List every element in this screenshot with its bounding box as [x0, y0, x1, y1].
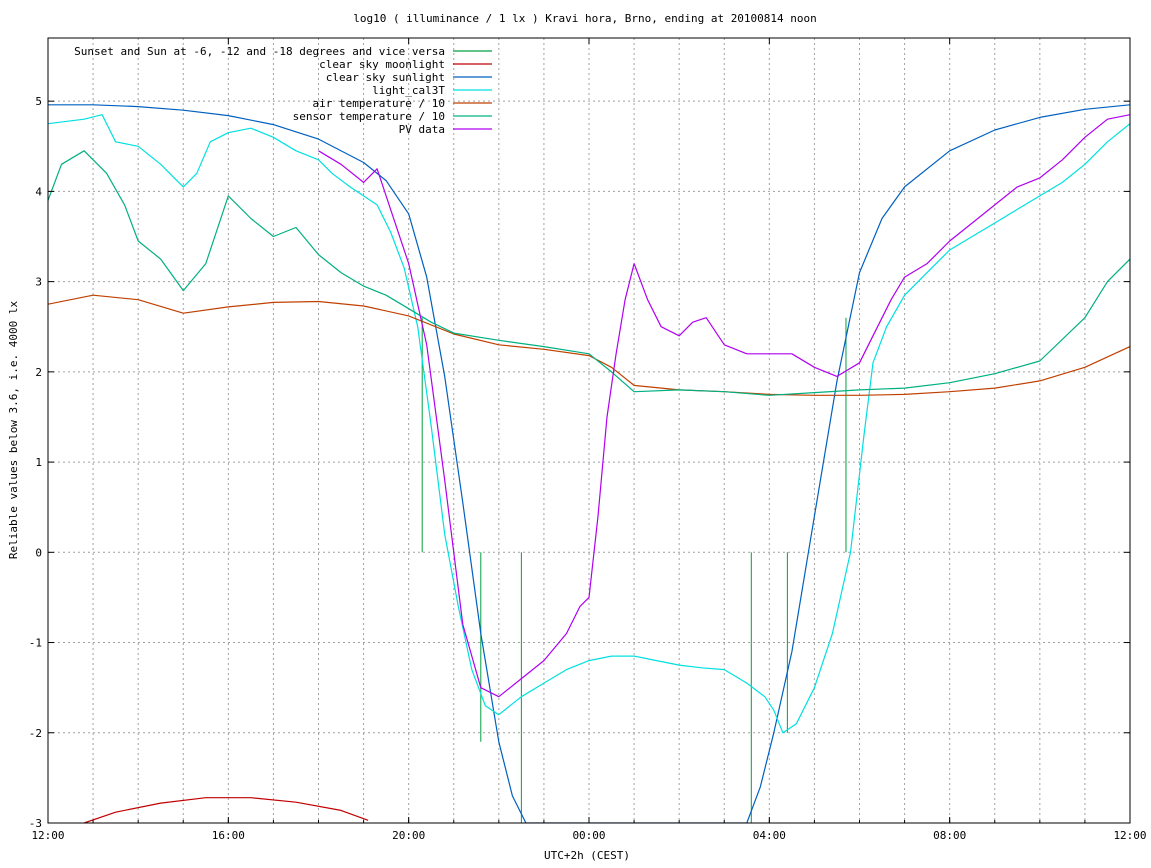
y-tick-label: 0: [35, 546, 42, 559]
series-line: [48, 114, 1130, 734]
series-pv-data: [318, 114, 1130, 698]
y-tick-label: 5: [35, 95, 42, 108]
series-clear-sky-moonlight: [83, 797, 369, 823]
x-tick-label: 20:00: [392, 829, 425, 842]
series-clear-sky-sunlight: [48, 104, 1130, 823]
x-tick-label: 12:00: [31, 829, 64, 842]
x-tick-label: 16:00: [212, 829, 245, 842]
y-tick-label: -1: [29, 637, 42, 650]
x-tick-label: 08:00: [933, 829, 966, 842]
series-light-cal3t: [48, 114, 1130, 734]
x-axis-label: UTC+2h (CEST): [544, 849, 630, 862]
series-line: [48, 294, 1130, 396]
legend-label: PV data: [399, 123, 445, 136]
y-tick-label: 1: [35, 456, 42, 469]
series-sensor-temperature-10: [48, 150, 1130, 396]
legend-label: air temperature / 10: [313, 97, 445, 110]
legend-label: light_cal3T: [372, 84, 445, 97]
series-air-temperature-10: [48, 294, 1130, 396]
y-tick-label: 3: [35, 276, 42, 289]
y-tick-label: 4: [35, 185, 42, 198]
legend-label: clear sky sunlight: [326, 71, 445, 84]
x-tick-label: 00:00: [572, 829, 605, 842]
series-line: [83, 797, 369, 823]
x-tick-label: 04:00: [753, 829, 786, 842]
y-axis-label: Reliable values below 3.6, i.e. 4000 lx: [7, 300, 20, 559]
x-tick-label: 12:00: [1113, 829, 1146, 842]
chart-title: log10 ( illuminance / 1 lx ) Kravi hora,…: [353, 12, 817, 25]
y-tick-label: -2: [29, 727, 42, 740]
axis-ticks: 12:00 16:00 20:00 00:00 04:00 08:00 12:00-3-2-…: [29, 38, 1147, 842]
y-tick-label: -3: [29, 817, 42, 830]
series-line: [48, 104, 1130, 823]
legend-label: Sunset and Sun at -6, -12 and -18 degree…: [74, 45, 445, 58]
series-line: [318, 114, 1130, 698]
legend: Sunset and Sun at -6, -12 and -18 degree…: [74, 45, 492, 136]
legend-label: sensor temperature / 10: [293, 110, 445, 123]
legend-label: clear sky moonlight: [319, 58, 445, 71]
y-tick-label: 2: [35, 366, 42, 379]
grid-lines: [48, 38, 1130, 823]
plot-series: [48, 104, 1130, 823]
series-line: [48, 150, 1130, 396]
